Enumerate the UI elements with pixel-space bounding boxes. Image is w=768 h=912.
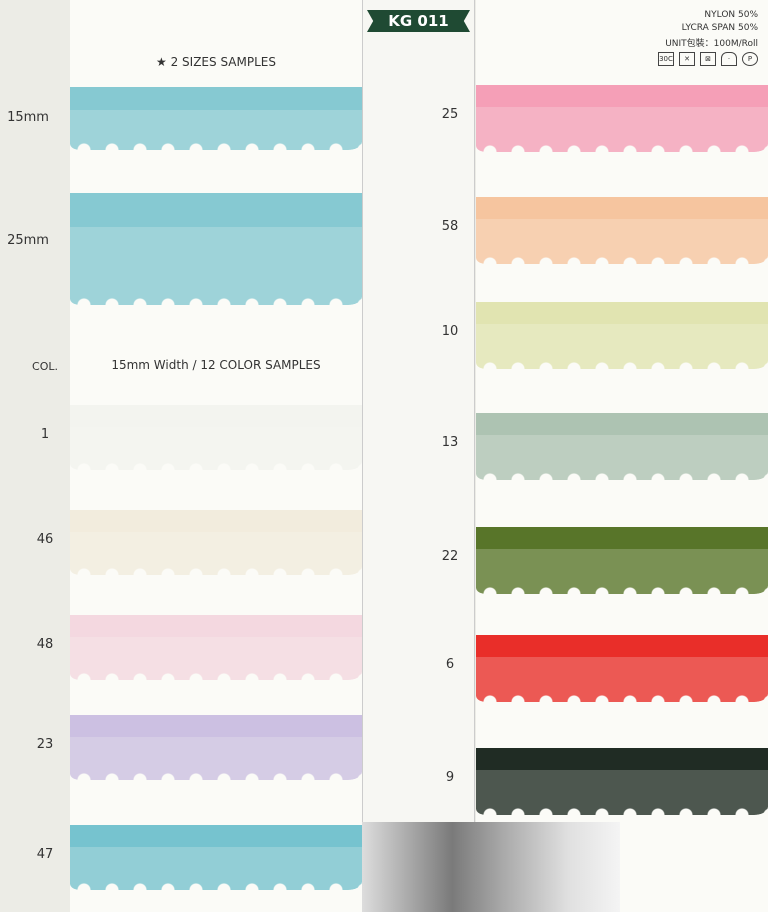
color-label: 1 [40,427,50,442]
colors-title: 15mm Width / 12 COLOR SAMPLES [111,358,321,372]
ribbon-swatch [70,510,362,575]
no-tumble-dry-icon: ⊠ [700,52,716,66]
color-label: 22 [441,549,459,564]
iron-icon: · [721,52,737,66]
color-label: 58 [441,219,459,234]
ribbon-ruffle [70,110,362,150]
color-label: 13 [441,435,459,450]
ribbon-band [476,197,768,219]
ribbon-ruffle [70,637,362,680]
color-label: 48 [36,637,54,652]
care-icons: 30C ✕ ⊠ · P [658,52,758,66]
center-strip [362,0,475,912]
spec-unit: UNIT包裝：100M/Roll [665,39,758,49]
ribbon-band [70,615,362,637]
ribbon-band [476,302,768,324]
ribbon-swatch [476,527,768,594]
color-label: 23 [36,737,54,752]
sizes-title: ★ 2 SIZES SAMPLES [156,55,276,69]
product-photo [362,822,620,912]
ribbon-band [70,510,362,532]
ribbon-ruffle [476,770,768,815]
product-code-tag: KG 011 [367,10,470,32]
ribbon-ruffle [476,219,768,264]
wash-30c-icon: 30C [658,52,674,66]
ribbon-band [70,193,362,227]
ribbon-band [476,527,768,549]
color-label: 46 [36,532,54,547]
ribbon-band [70,825,362,847]
no-bleach-icon: ✕ [679,52,695,66]
ribbon-band [476,413,768,435]
ribbon-swatch [70,405,362,470]
color-label: 25mm [7,233,49,248]
ribbon-ruffle [476,107,768,152]
ribbon-band [476,85,768,107]
ribbon-ruffle [70,737,362,780]
spec-lycra: LYCRA SPAN 50% [681,23,758,33]
color-label: 47 [36,847,54,862]
ribbon-ruffle [70,427,362,470]
col-label: COL. [32,360,58,373]
ribbon-25mm [70,193,362,305]
ribbon-swatch [476,302,768,369]
ribbon-15mm [70,87,362,150]
color-label: 15mm [7,110,49,125]
color-label: 25 [441,107,459,122]
ribbon-ruffle [476,657,768,702]
ribbon-ruffle [476,549,768,594]
ribbon-band [476,635,768,657]
ribbon-ruffle [70,847,362,890]
ribbon-band [476,748,768,770]
ribbon-band [70,87,362,110]
ribbon-band [70,405,362,427]
dry-clean-icon: P [742,52,758,66]
ribbon-ruffle [70,227,362,305]
ribbon-ruffle [70,532,362,575]
ribbon-swatch [476,748,768,815]
spec-nylon: NYLON 50% [704,10,758,20]
ribbon-swatch [476,197,768,264]
ribbon-swatch [476,85,768,152]
color-label: 6 [445,657,455,672]
ribbon-swatch [476,413,768,480]
color-label: 10 [441,324,459,339]
ribbon-swatch [70,715,362,780]
ribbon-ruffle [476,324,768,369]
ribbon-swatch [476,635,768,702]
ribbon-band [70,715,362,737]
color-label: 9 [445,770,455,785]
ribbon-ruffle [476,435,768,480]
ribbon-swatch [70,615,362,680]
ribbon-swatch [70,825,362,890]
